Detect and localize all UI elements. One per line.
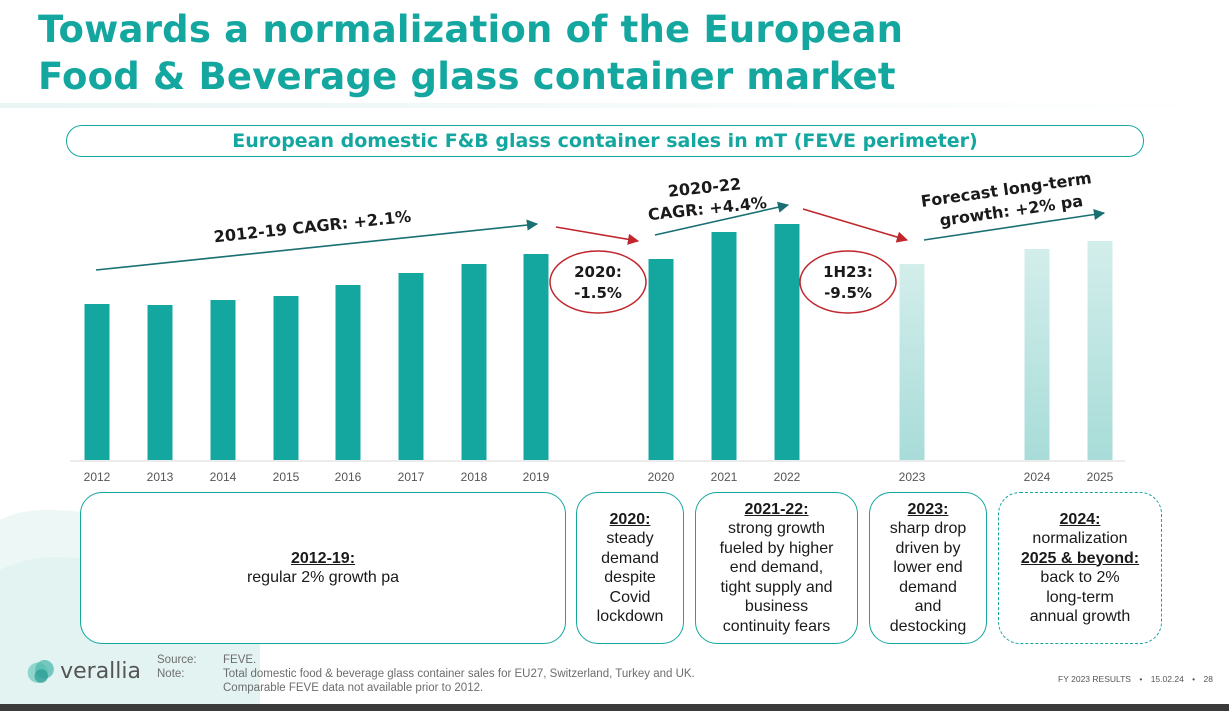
source-label: Source:: [157, 654, 197, 666]
chart-title-text: European domestic F&B glass container sa…: [232, 130, 978, 152]
verallia-logo: verallia: [26, 652, 141, 690]
drop-arrow-2023: [802, 208, 909, 243]
title-line-1: Towards a normalization of the European: [38, 8, 904, 51]
period-box-2012-19: 2012-19: regular 2% growth pa: [80, 492, 566, 644]
source-notes: Source: FEVE. Note: Total domestic food & …: [157, 653, 695, 695]
period-box-line: destocking: [889, 617, 967, 635]
period-box-line: long-term: [1046, 588, 1114, 606]
period-box-line: annual growth: [1029, 608, 1131, 625]
period-box-head: 2023:: [907, 500, 949, 518]
cagr-2020-22-label-2: CAGR: +4.4%: [647, 193, 768, 224]
period-box-line: Covid: [609, 588, 651, 606]
period-box-head-2: 2025 & beyond:: [1020, 549, 1140, 567]
bar-2012: [84, 304, 110, 460]
sales-bar-chart: 2012 2013 2014 2015 2016 2017 2018 2019 2020 2021…: [70, 168, 1125, 484]
bar-2019: [523, 254, 549, 460]
logo-mark-icon: [27, 660, 54, 683]
period-box-2020: 2020: steady demand despite Covid lockdo…: [576, 492, 684, 644]
x-tick-label: 2023: [899, 470, 926, 484]
bar-2013: [147, 305, 173, 460]
chart-title: European domestic F&B glass container sa…: [66, 125, 1144, 157]
period-box-line: sharp drop: [889, 520, 967, 538]
page-title: Towards a normalization of the European …: [38, 6, 1188, 100]
note-label: Note:: [157, 668, 185, 680]
period-box-head: 2020:: [609, 510, 651, 528]
period-box-head: 2024:: [1059, 510, 1101, 528]
period-box-line: tight supply and: [720, 578, 833, 596]
x-tick-label: 2013: [147, 470, 174, 484]
slide-date: 15.02.24: [1150, 674, 1184, 684]
x-tick-label: 2022: [774, 470, 801, 484]
x-tick-label: 2025: [1087, 470, 1114, 484]
bar-2018: [461, 264, 487, 460]
period-box-line: and: [914, 598, 942, 616]
note-line-1: Total domestic food & beverage glass con…: [223, 668, 695, 680]
source-value: FEVE.: [223, 654, 257, 666]
x-tick-label: 2024: [1024, 470, 1051, 484]
bar-2016: [335, 285, 361, 460]
period-box-2021-22: 2021-22: strong growth fueled by higher …: [695, 492, 858, 644]
drop-ellipse-2020: [549, 250, 647, 314]
footer-dot: •: [1139, 674, 1143, 684]
period-box-line: strong growth: [728, 520, 825, 538]
x-tick-label: 2018: [461, 470, 488, 484]
bar-2022: [774, 224, 800, 460]
period-box-line: demand: [899, 578, 957, 596]
bar-2025: [1087, 241, 1113, 460]
footer-dot: •: [1192, 674, 1196, 684]
period-box-head: 2012-19:: [290, 549, 356, 567]
bar-2024: [1024, 249, 1050, 460]
period-box-head: 2021-22:: [744, 500, 809, 518]
x-tick-label: 2015: [273, 470, 300, 484]
drop-1h23-label-2: -9.5%: [824, 284, 872, 302]
x-tick-label: 2012: [84, 470, 111, 484]
trend-arrow-2020-22: [654, 201, 790, 236]
note-line-2: Comparable FEVE data not available prior…: [223, 682, 484, 694]
bottom-bar: [0, 704, 1229, 711]
bar-2015: [273, 296, 299, 460]
drop-2020-label-1: 2020:: [574, 263, 622, 281]
period-box-line: despite: [604, 569, 656, 586]
period-box-line: regular 2% growth pa: [246, 569, 400, 586]
bar-2020: [648, 259, 674, 460]
logo-wordmark: verallia: [60, 658, 141, 684]
x-tick-label: 2016: [335, 470, 362, 484]
drop-ellipse-1h23: [799, 250, 897, 314]
period-box-2023: 2023: sharp drop driven by lower end dem…: [869, 492, 987, 644]
drop-arrow-2020: [555, 226, 640, 245]
bar-2017: [398, 273, 424, 460]
period-box-line: back to 2%: [1040, 569, 1120, 586]
x-tick-label: 2014: [210, 470, 237, 484]
period-box-line: end demand,: [729, 559, 824, 577]
period-box-line: demand: [601, 549, 659, 567]
period-box-line: lockdown: [596, 608, 664, 625]
period-box-line: normalization: [1032, 530, 1128, 547]
x-tick-label: 2019: [523, 470, 550, 484]
drop-2020-label-2: -1.5%: [574, 284, 622, 302]
x-tick-label: 2017: [398, 470, 425, 484]
x-tick-label: 2021: [711, 470, 738, 484]
bar-2021: [711, 232, 737, 460]
trend-arrow-2012-19: [95, 219, 539, 271]
period-box-2024-2025: 2024: normalization 2025 & beyond: back …: [998, 492, 1162, 644]
page-number: 28: [1203, 674, 1213, 684]
period-box-line: steady: [606, 530, 654, 547]
bar-2023: [899, 264, 925, 460]
slide-footer: FY 2023 RESULTS • 15.02.24 • 28: [1052, 674, 1213, 684]
drop-1h23-label-1: 1H23:: [823, 263, 873, 281]
period-box-line: business: [744, 598, 809, 616]
period-box-line: lower end: [893, 559, 963, 577]
bar-2014: [210, 300, 236, 460]
period-box-line: driven by: [895, 539, 961, 557]
trend-arrow-forecast: [923, 208, 1106, 241]
title-line-2: Food & Beverage glass container market: [38, 55, 896, 98]
title-divider: [0, 103, 1229, 108]
period-box-line: fueled by higher: [719, 539, 834, 557]
results-label: FY 2023 RESULTS: [1058, 674, 1131, 684]
x-tick-label: 2020: [648, 470, 675, 484]
period-box-line: continuity fears: [722, 617, 831, 635]
